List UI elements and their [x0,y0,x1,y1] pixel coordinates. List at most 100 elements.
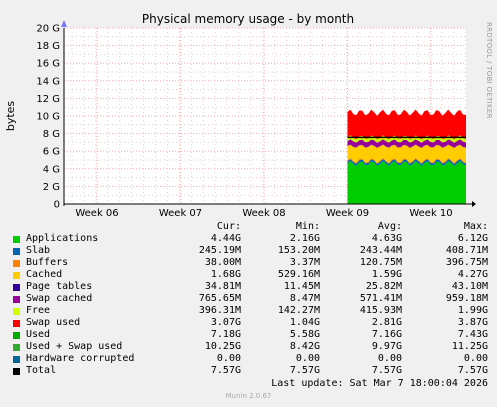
y-axis-label: bytes [4,101,17,132]
y-ticks: 0 2 G 4 G 6 G 8 G 10 G 12 G 14 G 16 G 18 G 20 G [36,24,60,211]
legend-cur: 1.68G [210,269,241,280]
legend-min: 7.57G [289,365,320,376]
x-ticks: Week 06 Week 07 Week 08 Week 09 Week 10 [75,208,452,219]
legend-max: 6.12G [457,233,488,244]
legend-row: Total 7.57G 7.57G 7.57G 7.57G [10,365,488,377]
legend-avg: 571.41M [359,293,402,304]
x-tick-label: Week 10 [409,208,452,219]
legend-max: 4.27G [457,269,488,280]
legend-avg: 7.16G [371,329,402,340]
legend-max: 43.10M [451,281,488,292]
x-tick-label: Week 08 [242,208,285,219]
last-update: Last update: Sat Mar 7 18:00:04 2026 [271,378,488,389]
legend-name: Used [26,329,51,340]
legend-swatch [13,260,20,267]
legend-avg: 415.93M [359,305,402,316]
y-tick-label: 2 G [43,182,60,193]
y-tick-label: 16 G [36,59,60,70]
x-tick-label: Week 09 [326,208,369,219]
legend-min: 529.16M [277,269,320,280]
area-applications [347,161,466,204]
legend-name: Cached [26,269,63,280]
area-buffers [347,157,466,164]
legend-min: 142.27M [277,305,320,316]
legend-header-min: Min: [295,221,320,232]
x-tick-label: Week 07 [159,208,202,219]
legend-min: 2.16G [289,233,320,244]
legend-swatch [13,320,20,327]
legend-name: Free [26,305,51,316]
legend-min: 153.20M [277,245,320,256]
x-axis-arrow [472,201,476,207]
legend-max: 7.57G [457,365,488,376]
y-tick-label: 6 G [43,147,60,158]
legend-avg: 0.00 [377,353,402,364]
legend-cur: 7.18G [210,329,241,340]
legend-max: 3.87G [457,317,488,328]
legend-max: 959.18M [445,293,488,304]
legend-swatch [13,296,20,303]
legend-swatch [13,284,20,291]
legend-swatch [13,356,20,363]
y-tick-label: 14 G [36,76,60,87]
legend-cur: 38.00M [204,257,241,268]
legend-row: Page tables 34.81M 11.45M 25.82M 43.10M [10,281,488,293]
legend-min: 8.42G [289,341,320,352]
legend-min: 11.45M [283,281,320,292]
rrdtool-side-label: RRDTOOL / TOBI OETIKER [485,22,493,119]
y-tick-label: 12 G [36,94,60,105]
y-tick-label: 0 [54,200,60,211]
legend-max: 7.43G [457,329,488,340]
legend-name: Used + Swap used [26,341,123,352]
legend-swatch [13,344,20,351]
y-tick-label: 8 G [43,129,60,140]
legend-min: 0.00 [295,353,320,364]
legend-cur: 0.00 [216,353,241,364]
legend-row: Swap used 3.07G 1.04G 2.81G 3.87G [10,317,488,329]
legend-swatch [13,308,20,315]
legend-row: Cached 1.68G 529.16M 1.59G 4.27G [10,269,488,281]
area-swap-used [347,109,466,140]
legend-avg: 9.97G [371,341,402,352]
legend-name: Total [26,365,57,376]
y-tick-label: 4 G [43,164,60,175]
legend-row: Free 396.31M 142.27M 415.93M 1.99G [10,305,488,317]
legend-max: 408.71M [445,245,488,256]
legend-min: 5.58G [289,329,320,340]
legend-cur: 34.81M [204,281,241,292]
x-tick-label: Week 06 [75,208,118,219]
area-swap-cached [347,139,466,148]
area-cached [347,144,466,163]
munin-footer: Munin 2.0.67 [225,392,272,400]
legend-row: Used 7.18G 5.58G 7.16G 7.43G [10,329,488,341]
legend-cur: 3.07G [210,317,241,328]
legend-cur: 10.25G [204,341,241,352]
legend-cur: 765.65M [198,293,241,304]
legend-name: Swap cached [26,293,93,304]
y-tick-label: 18 G [36,41,60,52]
legend-cur: 7.57G [210,365,241,376]
data-areas [347,109,466,204]
legend-name: Hardware corrupted [26,353,135,364]
legend-max: 396.75M [445,257,488,268]
legend-min: 1.04G [289,317,320,328]
legend-header-cur: Cur: [216,221,241,232]
legend-row: Hardware corrupted 0.00 0.00 0.00 0.00 [10,353,488,365]
legend-avg: 1.59G [371,269,402,280]
legend-row: Applications 4.44G 2.16G 4.63G 6.12G [10,233,488,245]
legend-swatch [13,236,20,243]
legend-cur: 396.31M [198,305,241,316]
y-axis-arrow [61,20,67,27]
legend-swatch [13,248,20,255]
legend-name: Buffers [26,257,69,268]
legend-name: Slab [26,245,51,256]
area-slab [347,158,466,166]
legend-min: 8.47M [289,293,320,304]
legend: Cur: Min: Avg: Max: Applications 4.44G 2.1… [10,221,488,377]
legend-cur: 4.44G [210,233,241,244]
legend-header-avg: Avg: [377,221,402,232]
legend-name: Page tables [26,281,93,292]
legend-swatch [13,332,20,339]
legend-row: Swap cached 765.65M 8.47M 571.41M 959.18M [10,293,488,305]
